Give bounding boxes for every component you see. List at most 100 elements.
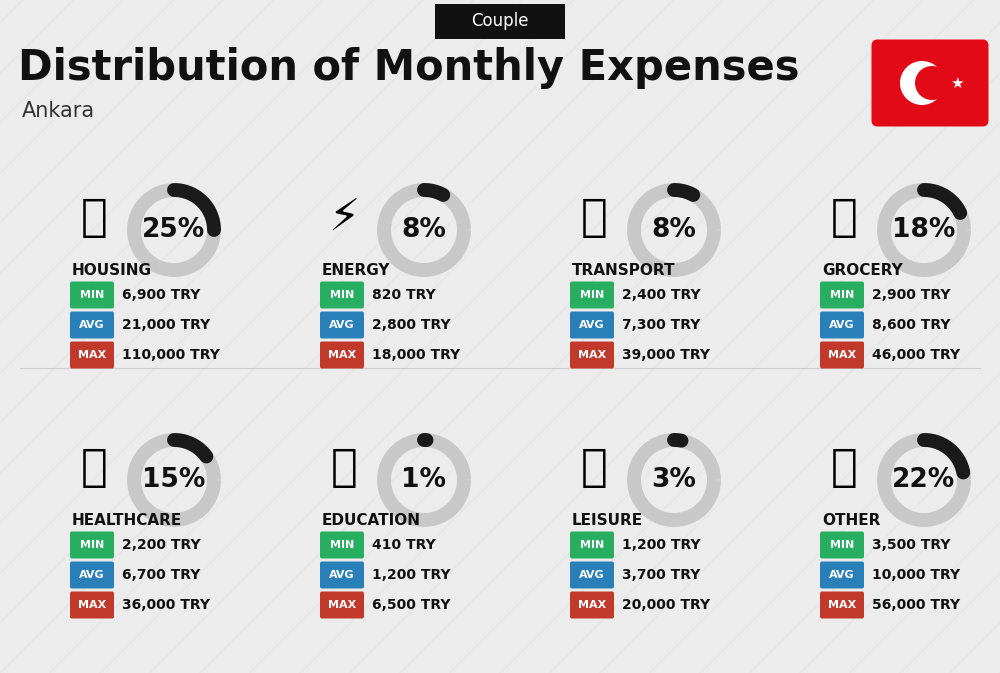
Text: 2,200 TRY: 2,200 TRY	[122, 538, 201, 552]
FancyBboxPatch shape	[320, 281, 364, 308]
FancyBboxPatch shape	[70, 592, 114, 618]
Text: AVG: AVG	[79, 320, 105, 330]
Text: 2,900 TRY: 2,900 TRY	[872, 288, 951, 302]
Text: 🏢: 🏢	[81, 197, 107, 240]
Text: 🛍: 🛍	[581, 446, 607, 489]
Text: 46,000 TRY: 46,000 TRY	[872, 348, 960, 362]
Text: 🚌: 🚌	[581, 197, 607, 240]
Text: 39,000 TRY: 39,000 TRY	[622, 348, 710, 362]
Text: 2,400 TRY: 2,400 TRY	[622, 288, 701, 302]
FancyBboxPatch shape	[70, 561, 114, 588]
FancyBboxPatch shape	[872, 40, 988, 127]
Text: 1%: 1%	[402, 467, 446, 493]
Text: 820 TRY: 820 TRY	[372, 288, 436, 302]
Text: 18,000 TRY: 18,000 TRY	[372, 348, 460, 362]
Text: 1,200 TRY: 1,200 TRY	[372, 568, 451, 582]
Text: 10,000 TRY: 10,000 TRY	[872, 568, 960, 582]
Text: 🛒: 🛒	[831, 197, 857, 240]
FancyBboxPatch shape	[570, 341, 614, 369]
Text: AVG: AVG	[329, 570, 355, 580]
Text: 18%: 18%	[892, 217, 956, 243]
Text: 3,700 TRY: 3,700 TRY	[622, 568, 700, 582]
FancyBboxPatch shape	[320, 532, 364, 559]
Text: 8%: 8%	[402, 217, 446, 243]
FancyBboxPatch shape	[320, 592, 364, 618]
Text: OTHER: OTHER	[822, 513, 880, 528]
Text: AVG: AVG	[79, 570, 105, 580]
FancyBboxPatch shape	[820, 281, 864, 308]
Text: MAX: MAX	[78, 600, 106, 610]
Text: MIN: MIN	[80, 290, 104, 300]
Circle shape	[900, 61, 944, 105]
Text: 👜: 👜	[831, 446, 857, 489]
Text: 1,200 TRY: 1,200 TRY	[622, 538, 701, 552]
FancyBboxPatch shape	[70, 312, 114, 339]
Text: 3,500 TRY: 3,500 TRY	[872, 538, 951, 552]
Text: 8%: 8%	[652, 217, 696, 243]
Text: 21,000 TRY: 21,000 TRY	[122, 318, 210, 332]
Text: 3%: 3%	[652, 467, 696, 493]
Text: 🏥: 🏥	[81, 446, 107, 489]
Text: LEISURE: LEISURE	[572, 513, 643, 528]
Text: AVG: AVG	[579, 570, 605, 580]
FancyBboxPatch shape	[820, 532, 864, 559]
Text: AVG: AVG	[829, 320, 855, 330]
Text: MAX: MAX	[328, 600, 356, 610]
FancyBboxPatch shape	[320, 312, 364, 339]
Text: HEALTHCARE: HEALTHCARE	[72, 513, 182, 528]
Text: HOUSING: HOUSING	[72, 263, 152, 278]
Text: GROCERY: GROCERY	[822, 263, 903, 278]
Text: TRANSPORT: TRANSPORT	[572, 263, 676, 278]
FancyBboxPatch shape	[70, 532, 114, 559]
Text: 15%: 15%	[142, 467, 206, 493]
Text: 36,000 TRY: 36,000 TRY	[122, 598, 210, 612]
Text: MAX: MAX	[828, 600, 856, 610]
FancyBboxPatch shape	[70, 341, 114, 369]
Text: MIN: MIN	[830, 540, 854, 550]
Text: MAX: MAX	[828, 350, 856, 360]
FancyBboxPatch shape	[570, 532, 614, 559]
Circle shape	[915, 66, 949, 100]
Text: 2,800 TRY: 2,800 TRY	[372, 318, 451, 332]
Text: MIN: MIN	[580, 540, 604, 550]
Text: ENERGY: ENERGY	[322, 263, 390, 278]
FancyBboxPatch shape	[570, 312, 614, 339]
Text: 6,500 TRY: 6,500 TRY	[372, 598, 450, 612]
FancyBboxPatch shape	[570, 592, 614, 618]
Text: 7,300 TRY: 7,300 TRY	[622, 318, 700, 332]
Text: MAX: MAX	[578, 600, 606, 610]
Text: 25%: 25%	[142, 217, 206, 243]
FancyBboxPatch shape	[70, 281, 114, 308]
Text: MIN: MIN	[580, 290, 604, 300]
FancyBboxPatch shape	[570, 281, 614, 308]
Text: 410 TRY: 410 TRY	[372, 538, 436, 552]
Text: Couple: Couple	[471, 12, 529, 30]
Text: ⚡: ⚡	[328, 197, 360, 240]
FancyBboxPatch shape	[320, 341, 364, 369]
Text: MAX: MAX	[78, 350, 106, 360]
FancyBboxPatch shape	[820, 341, 864, 369]
FancyBboxPatch shape	[435, 3, 565, 38]
Text: AVG: AVG	[579, 320, 605, 330]
Text: 20,000 TRY: 20,000 TRY	[622, 598, 710, 612]
Text: MIN: MIN	[830, 290, 854, 300]
Text: 6,900 TRY: 6,900 TRY	[122, 288, 200, 302]
Text: MIN: MIN	[330, 290, 354, 300]
FancyBboxPatch shape	[820, 561, 864, 588]
Text: 8,600 TRY: 8,600 TRY	[872, 318, 951, 332]
FancyBboxPatch shape	[570, 561, 614, 588]
FancyBboxPatch shape	[820, 592, 864, 618]
Text: MIN: MIN	[80, 540, 104, 550]
Text: 56,000 TRY: 56,000 TRY	[872, 598, 960, 612]
Text: 110,000 TRY: 110,000 TRY	[122, 348, 220, 362]
Text: AVG: AVG	[329, 320, 355, 330]
Text: 6,700 TRY: 6,700 TRY	[122, 568, 200, 582]
Text: MAX: MAX	[578, 350, 606, 360]
FancyBboxPatch shape	[820, 312, 864, 339]
Text: Ankara: Ankara	[22, 101, 95, 121]
Text: 22%: 22%	[892, 467, 956, 493]
FancyBboxPatch shape	[320, 561, 364, 588]
Text: MIN: MIN	[330, 540, 354, 550]
Text: ★: ★	[950, 75, 964, 90]
Text: MAX: MAX	[328, 350, 356, 360]
